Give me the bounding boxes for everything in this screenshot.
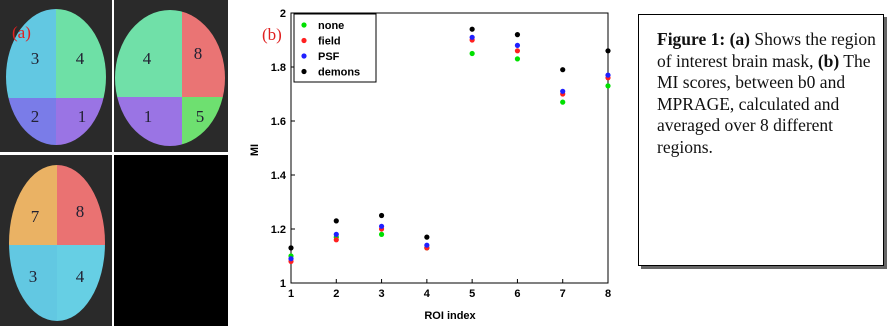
legend-label: PSF [318,51,340,63]
legend-marker [301,53,306,58]
x-tick-label: 2 [333,288,339,300]
panel-label: (a) [12,23,31,42]
y-tick-label: 1.4 [271,170,287,182]
point [424,235,429,240]
point [515,56,520,61]
point [605,48,610,53]
x-tick-label: 6 [514,288,520,300]
x-tick-label: 8 [605,288,611,300]
point [379,232,384,237]
legend-marker [301,69,306,74]
point [470,35,475,40]
point [470,51,475,56]
region-label: 1 [144,107,153,126]
page: (a) 3 4 2 1 4 8 1 5 7 8 3 4 (b) MI ROI i… [0,0,888,326]
region-label: 2 [31,107,40,126]
region-label: 4 [143,49,152,68]
caption-text: (b) [818,51,839,71]
legend-label: demons [318,67,360,79]
region-label: 4 [76,49,85,68]
region-label: 8 [194,44,203,63]
image-bg [114,155,228,326]
region-label: 7 [31,207,40,226]
region-label: 1 [78,107,87,126]
legend-label: none [318,20,344,32]
point [334,232,339,237]
legend-marker [301,38,306,43]
y-tick-label: 1.8 [271,62,286,74]
y-axis-label: MI [249,144,261,156]
x-tick-label: 3 [379,288,385,300]
caption-text: (a) [730,29,750,49]
region-label: 4 [76,267,85,286]
point [560,89,565,94]
point [334,218,339,223]
point [560,100,565,105]
point [288,256,293,261]
point [515,32,520,37]
x-tick-label: 1 [288,288,294,300]
region-label: 5 [196,107,205,126]
panel-label: (b) [262,25,282,44]
y-tick-label: 1.2 [271,224,286,236]
point [605,83,610,88]
point [334,237,339,242]
caption: Figure 1: (a) Shows the region of intere… [638,14,884,266]
region-label: 3 [31,49,40,68]
x-axis-label: ROI index [424,310,476,322]
y-tick-label: 1.6 [271,116,286,128]
x-tick-label: 5 [469,288,475,300]
point [379,224,384,229]
y-tick-label: 2 [280,8,286,20]
x-tick-label: 4 [424,288,431,300]
y-tick-label: 1 [280,278,286,290]
x-tick-label: 7 [560,288,566,300]
legend-marker [301,22,306,27]
region-label: 3 [29,267,38,286]
point [560,67,565,72]
point [605,73,610,78]
caption-text: Figure 1: [657,29,725,49]
point [515,43,520,48]
point [424,243,429,248]
legend-label: field [318,36,341,48]
point [515,48,520,53]
point [470,27,475,32]
point [379,213,384,218]
region-label: 8 [76,202,85,221]
point [288,245,293,250]
